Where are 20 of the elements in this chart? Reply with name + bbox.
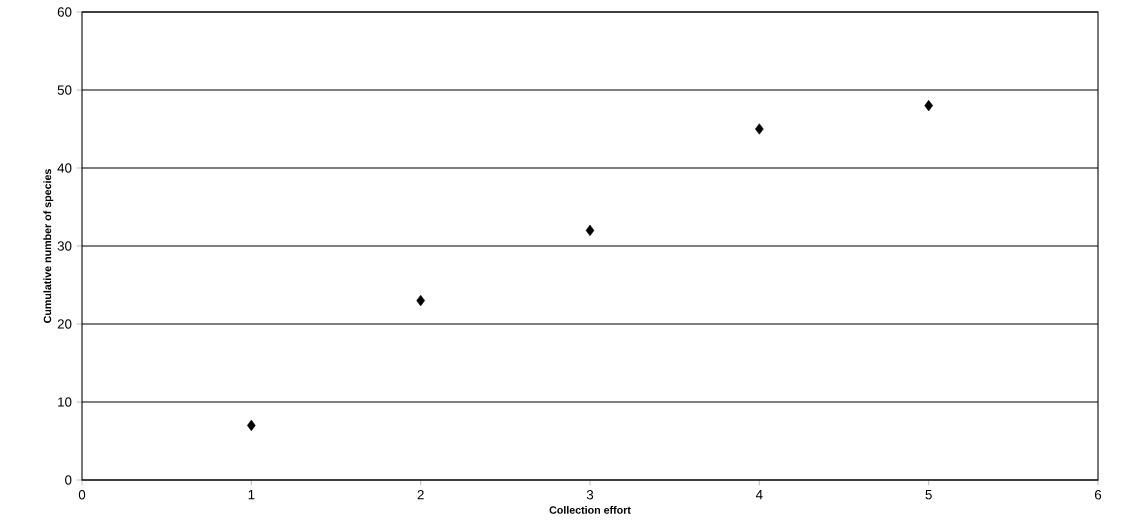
x-tick-label: 6 [1094,490,1102,500]
x-tick-label: 5 [925,490,932,500]
point [924,100,933,112]
x-tick-label: 2 [417,490,424,500]
x-tick-label: 0 [78,490,86,500]
y-tick-label: 20 [57,319,72,329]
point [585,224,595,237]
x-tick-label: 1 [248,490,255,500]
point [755,123,764,135]
x-axis-title: Collection effort [549,505,631,514]
y-tick-label: 30 [57,241,72,251]
point [416,295,425,307]
y-axis-title: Cumulative number of species [43,169,54,323]
y-tick-label: 10 [58,397,72,407]
y-tick-label: 0 [65,475,72,485]
y-tick-label: 60 [57,7,72,17]
y-tick-label: 40 [57,163,72,173]
x-tick-label: 4 [755,490,763,500]
y-tick-label: 50 [57,85,72,95]
x-tick-label: 3 [586,490,594,500]
